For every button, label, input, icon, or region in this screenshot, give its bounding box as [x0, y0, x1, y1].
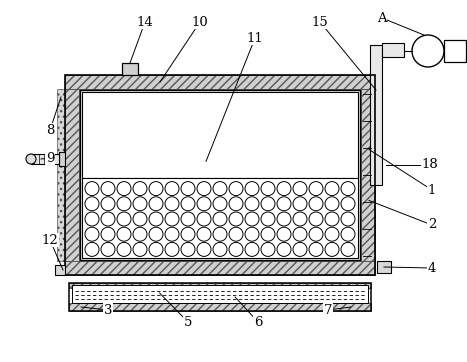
Text: 11: 11: [247, 31, 263, 45]
Text: 10: 10: [191, 16, 208, 29]
Text: 18: 18: [422, 159, 439, 172]
Text: A: A: [377, 12, 387, 25]
Bar: [69, 283, 371, 288]
Bar: [69, 283, 371, 311]
Bar: [82, 92, 358, 178]
Text: 6: 6: [254, 316, 262, 328]
Bar: [65, 75, 375, 89]
Text: 5: 5: [184, 316, 192, 328]
Text: 7: 7: [324, 303, 332, 316]
Text: 8: 8: [46, 123, 54, 136]
Bar: [65, 89, 79, 261]
Text: 15: 15: [311, 16, 328, 29]
Text: 1: 1: [428, 184, 436, 197]
Bar: [377, 261, 391, 273]
Text: 4: 4: [428, 261, 436, 274]
Bar: [65, 75, 375, 275]
Bar: [382, 43, 404, 57]
Bar: [80, 90, 360, 260]
Text: 9: 9: [46, 152, 54, 164]
Text: 12: 12: [42, 233, 58, 247]
Bar: [57, 89, 65, 261]
Bar: [82, 178, 358, 258]
Bar: [72, 285, 368, 303]
Bar: [370, 45, 382, 185]
Bar: [69, 303, 371, 311]
Circle shape: [26, 154, 36, 164]
Text: 2: 2: [428, 219, 436, 232]
Bar: [361, 89, 375, 261]
Bar: [55, 265, 65, 275]
Bar: [444, 40, 466, 62]
Bar: [65, 261, 375, 275]
Bar: [31, 154, 59, 164]
Bar: [122, 63, 138, 75]
Text: 3: 3: [104, 303, 112, 316]
Bar: [59, 152, 65, 166]
Text: 14: 14: [137, 16, 153, 29]
